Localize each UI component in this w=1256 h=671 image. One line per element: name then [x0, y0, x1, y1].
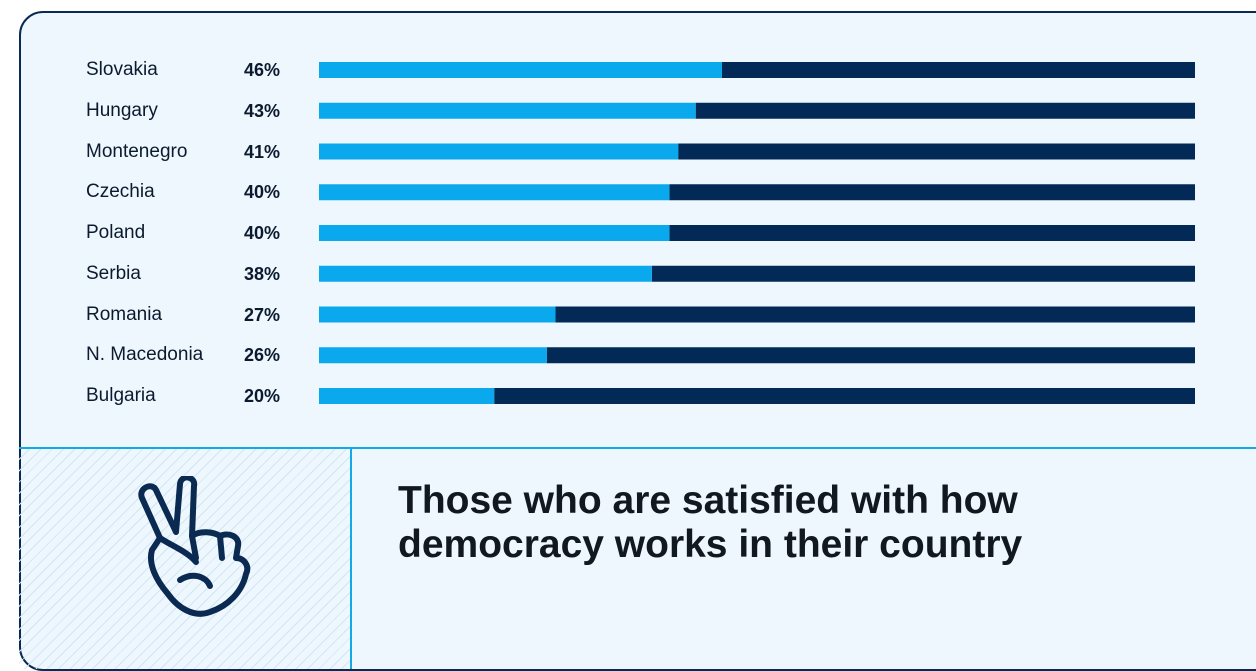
bar-remainder: [651, 265, 1195, 282]
chart-caption: Those who are satisfied with how democra…: [398, 479, 1023, 566]
bar-remainder: [555, 306, 1195, 323]
bars-svg: [319, 62, 1195, 404]
value-label: 40%: [244, 223, 281, 243]
country-label: Romania: [86, 303, 163, 325]
value-label: 27%: [244, 304, 281, 325]
bar-value: [319, 62, 722, 78]
country-label: Czechia: [86, 181, 155, 203]
value-label: 38%: [244, 263, 281, 284]
bar-value: [319, 225, 670, 241]
country-label: Bulgaria: [86, 385, 156, 406]
bar-value: [319, 184, 670, 201]
value-label: 41%: [244, 141, 281, 162]
value-label: 26%: [244, 345, 281, 366]
value-label: 46%: [244, 60, 281, 80]
footer: Those who are satisfied with how democra…: [19, 447, 1256, 669]
country-label: Montenegro: [86, 140, 188, 162]
bar-remainder: [494, 388, 1195, 404]
value-label: 43%: [244, 100, 281, 121]
country-label: Hungary: [86, 99, 158, 121]
peace-hand-icon: [138, 476, 251, 617]
country-label: Poland: [86, 222, 146, 243]
bar-remainder: [546, 347, 1195, 364]
country-label: N. Macedonia: [86, 344, 204, 366]
bar-chart: Slovakia 46% Hungary 43% Montenegro 41% Czechi…: [86, 59, 1195, 406]
value-label: 20%: [244, 386, 281, 406]
value-label: 40%: [244, 182, 281, 203]
bar-remainder: [669, 184, 1195, 201]
bar-remainder: [678, 143, 1195, 160]
bar-value: [319, 347, 547, 364]
bar-remainder: [721, 62, 1195, 78]
country-label: Serbia: [86, 262, 141, 284]
bar-value: [319, 388, 495, 404]
icon-panel: [19, 449, 352, 669]
bar-value: [319, 143, 679, 160]
bar-remainder: [695, 102, 1195, 119]
bar-value: [319, 265, 652, 282]
country-label: Slovakia: [86, 59, 158, 80]
bar-value: [319, 102, 696, 119]
bar-remainder: [669, 225, 1195, 241]
bar-value: [319, 306, 556, 323]
